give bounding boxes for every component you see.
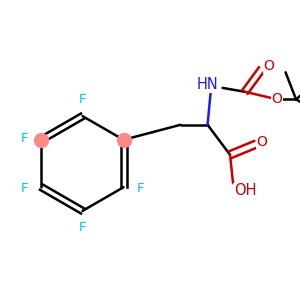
- Text: O: O: [272, 92, 283, 106]
- Text: F: F: [79, 93, 86, 106]
- Text: F: F: [20, 132, 28, 145]
- Text: O: O: [257, 135, 268, 149]
- Text: F: F: [20, 182, 28, 195]
- Text: OH: OH: [234, 183, 256, 198]
- Text: F: F: [79, 221, 86, 234]
- Text: HN: HN: [197, 77, 218, 92]
- Text: F: F: [137, 182, 145, 195]
- Text: O: O: [264, 59, 274, 73]
